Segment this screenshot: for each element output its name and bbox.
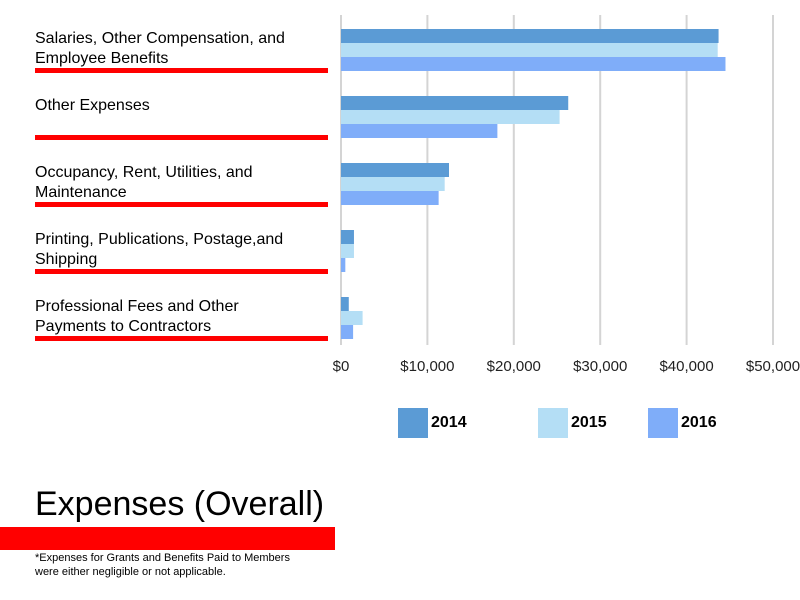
chart-title: Expenses (Overall): [35, 485, 325, 523]
category-label-professional-fees: Professional Fees and Other Payments to …: [35, 298, 239, 335]
legend-swatch-2016: [648, 408, 678, 438]
bar-2016-cat-4: [341, 325, 354, 339]
bar-2014-cat-4: [341, 297, 349, 311]
x-tick-label: $40,000: [659, 358, 714, 375]
bars: [341, 29, 726, 339]
legend-label-2014: 2014: [431, 414, 467, 431]
bar-2016-cat-2: [341, 191, 439, 205]
category-label-salaries: Salaries, Other Compensation, and Employ…: [35, 30, 285, 67]
category-underline: [35, 269, 328, 274]
category-underline: [35, 68, 328, 73]
x-tick-label: $10,000: [400, 358, 455, 375]
category-underline: [35, 202, 328, 207]
x-tick-label: $50,000: [745, 358, 800, 375]
x-tick-label: $0: [332, 358, 350, 375]
category-underline: [35, 135, 328, 140]
bar-2015-cat-3: [341, 244, 354, 258]
legend-swatch-2015: [538, 408, 568, 438]
legend-swatch-2014: [398, 408, 428, 438]
category-label-printing: Printing, Publications, Postage,and Ship…: [35, 231, 284, 268]
category-label-occupancy: Occupancy, Rent, Utilities, and Maintena…: [35, 164, 253, 201]
bar-2015-cat-2: [341, 177, 445, 191]
bar-2016-cat-3: [341, 258, 346, 272]
bar-2015-cat-1: [341, 110, 560, 124]
title-accent-bar: [0, 527, 335, 550]
bar-2014-cat-1: [341, 96, 569, 110]
legend-label-2015: 2015: [571, 414, 607, 431]
x-tick-label: $30,000: [573, 358, 628, 375]
bar-2015-cat-0: [341, 43, 718, 57]
x-tick-label: $20,000: [486, 358, 541, 375]
bar-2016-cat-0: [341, 57, 726, 71]
category-underlines: [35, 68, 328, 341]
category-underline: [35, 336, 328, 341]
bar-2016-cat-1: [341, 124, 498, 138]
footnote: *Expenses for Grants and Benefits Paid t…: [35, 552, 290, 578]
bar-2014-cat-3: [341, 230, 354, 244]
bar-2014-cat-2: [341, 163, 449, 177]
bar-2015-cat-4: [341, 311, 363, 325]
bar-2014-cat-0: [341, 29, 719, 43]
category-label-other-expenses: Other Expenses: [35, 97, 150, 114]
legend-label-2016: 2016: [681, 414, 717, 431]
